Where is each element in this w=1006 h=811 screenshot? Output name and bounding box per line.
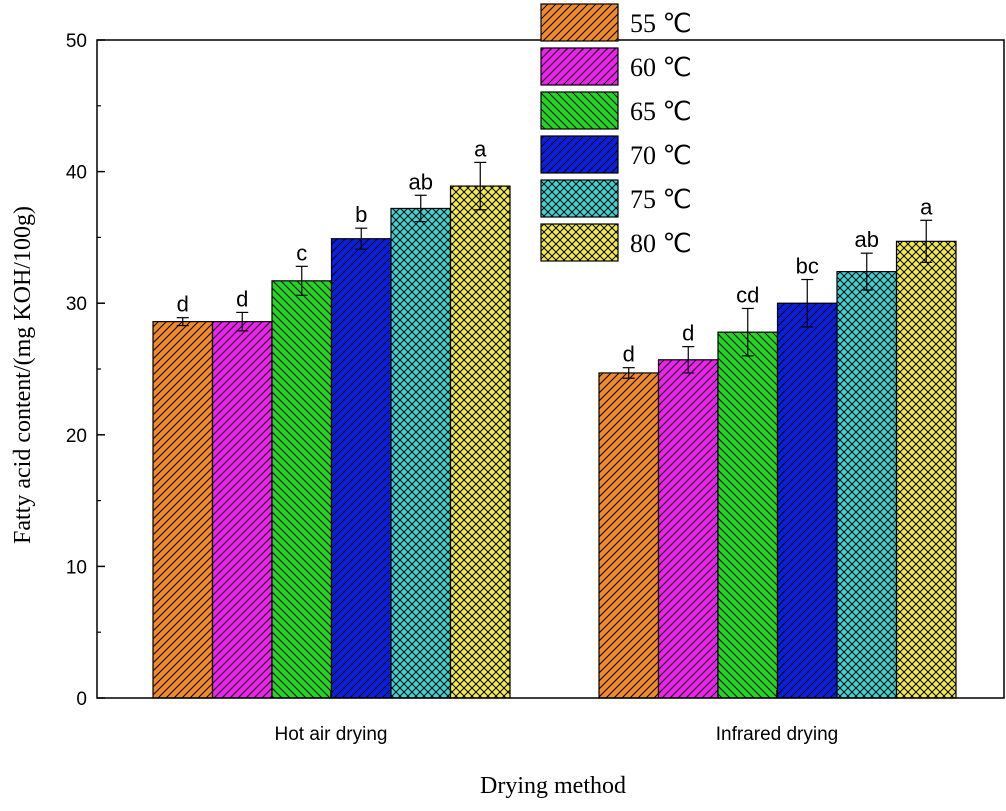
legend-item: 80 ℃	[540, 223, 692, 262]
y-tick-label: 30	[66, 294, 87, 315]
x-axis-label: Drying method	[480, 773, 626, 799]
significance-letter: d	[177, 292, 189, 317]
legend-item: 70 ℃	[540, 135, 692, 174]
legend-label: 75 ℃	[630, 185, 692, 214]
significance-letter: ab	[409, 169, 433, 194]
legend-swatch	[540, 47, 619, 86]
bar-hot-air-3	[330, 238, 392, 699]
significance-letter: a	[920, 194, 933, 219]
significance-letter: d	[623, 342, 635, 367]
error-bar	[176, 317, 189, 327]
legend-label: 80 ℃	[630, 229, 692, 258]
legend-label: 60 ℃	[630, 53, 692, 82]
legend-item: 55 ℃	[540, 3, 692, 42]
x-tick-label: Hot air drying	[275, 724, 388, 745]
legend-swatch	[540, 91, 619, 130]
legend-item: 75 ℃	[540, 179, 692, 218]
error-bar	[860, 252, 873, 291]
significance-letter: cd	[736, 282, 759, 307]
y-tick-label: 0	[76, 689, 87, 710]
axes-layer: 0 10 20 30 40 50 Hot air drying Infrared drying	[66, 31, 1005, 745]
bar-infrared-1	[657, 359, 719, 699]
bar-infrared-5	[895, 240, 957, 699]
y-tick-label: 20	[66, 426, 87, 447]
error-bar	[682, 346, 695, 374]
error-bar	[801, 278, 814, 328]
error-bar	[295, 265, 308, 296]
legend-item: 65 ℃	[540, 91, 692, 130]
significance-letter: bc	[796, 254, 819, 279]
error-bar	[355, 227, 368, 250]
legend-swatch	[540, 223, 619, 262]
error-bar	[741, 307, 754, 357]
legend: 55 ℃ 60 ℃ 65 ℃ 70 ℃ 75 ℃ 80 ℃	[540, 3, 692, 262]
y-tick-label: 40	[66, 163, 87, 184]
bar-infrared-2	[717, 331, 779, 699]
x-tick-label: Infrared drying	[716, 724, 839, 745]
bar-infrared-4	[836, 271, 898, 699]
y-tick-label: 10	[66, 557, 87, 578]
legend-label: 70 ℃	[630, 141, 692, 170]
bar-infrared-3	[776, 302, 838, 699]
significance-letter: b	[355, 202, 367, 227]
significance-letter: a	[474, 136, 487, 161]
bar-hot-air-5	[449, 185, 511, 699]
significance-letter: ab	[855, 227, 879, 252]
y-axis-label: Fatty acid content/(mg KOH/100g)	[10, 206, 36, 544]
error-bar	[414, 194, 427, 223]
bars-layer: d d c b ab a d d cd bc ab a	[152, 136, 957, 699]
legend-swatch	[540, 3, 619, 42]
bar-hot-air-1	[211, 321, 273, 699]
significance-letter: c	[296, 240, 307, 265]
bar-infrared-0	[598, 372, 660, 699]
legend-swatch	[540, 179, 619, 218]
significance-letter: d	[236, 286, 248, 311]
legend-label: 65 ℃	[630, 97, 692, 126]
legend-label: 55 ℃	[630, 9, 692, 38]
legend-swatch	[540, 135, 619, 174]
bar-hot-air-0	[152, 321, 214, 699]
legend-item: 60 ℃	[540, 47, 692, 86]
error-bar	[920, 219, 933, 264]
significance-letter: d	[682, 321, 694, 346]
y-tick-label: 50	[66, 31, 87, 52]
error-bar	[474, 161, 487, 211]
error-bar	[622, 367, 635, 379]
error-bar	[236, 311, 249, 332]
bar-hot-air-4	[390, 207, 452, 699]
bar-hot-air-2	[271, 280, 333, 699]
